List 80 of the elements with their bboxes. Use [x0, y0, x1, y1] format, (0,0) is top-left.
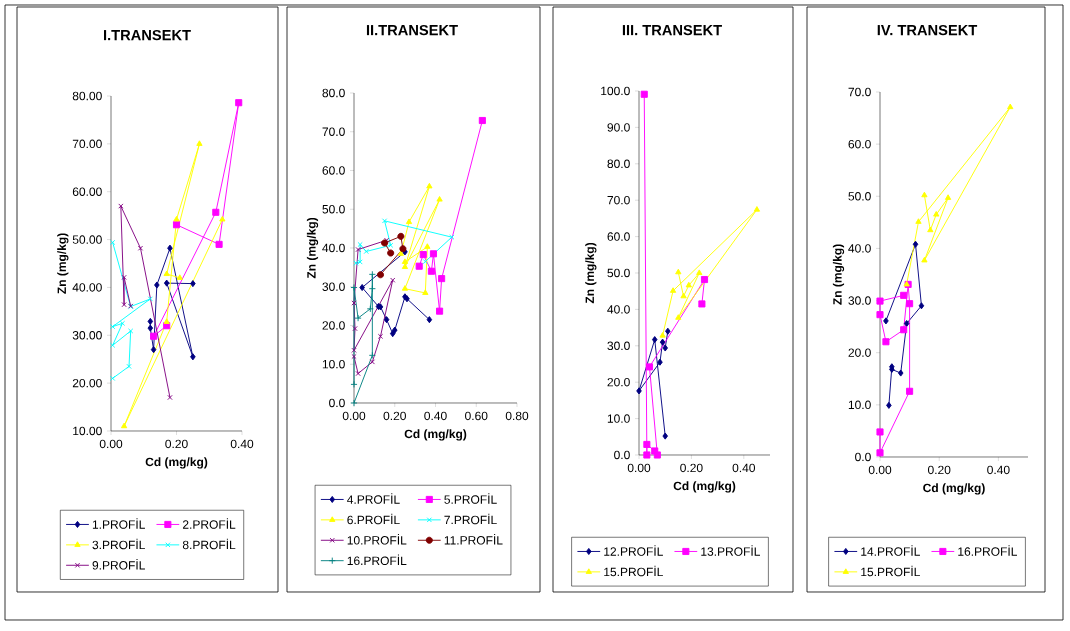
legend-label: 4.PROFİL — [347, 493, 400, 504]
y-tick-label: 70.00 — [72, 139, 102, 149]
chart-title: I.TRANSEKT — [103, 29, 191, 41]
x-tick-label: 0.20 — [680, 463, 703, 473]
legend-label: 9.PROFİL — [92, 559, 145, 570]
legend-label: 3.PROFİL — [92, 538, 145, 550]
y-tick-label: 50.00 — [72, 235, 102, 244]
y-tick-label: 100.0 — [601, 86, 630, 96]
y-axis-title: Zn (mg/kg) — [306, 217, 319, 279]
x-tick-label: 0.40 — [230, 439, 254, 449]
y-tick-label: 60.00 — [72, 187, 102, 196]
y-axis-title: Zn (mg/kg) — [585, 242, 597, 304]
chart-title: IV. TRANSEKT — [877, 24, 978, 36]
x-tick-label: 0.40 — [424, 411, 447, 421]
y-tick-label: 0.0 — [855, 452, 871, 462]
legend-label: 6.PROFİL — [347, 513, 400, 525]
y-tick-label: 40.0 — [848, 244, 871, 253]
y-tick-label: 60.0 — [322, 166, 345, 175]
y-tick-label: 30.0 — [607, 341, 630, 351]
y-tick-label: 30.0 — [848, 296, 871, 305]
x-axis-title: Cd (mg/kg) — [404, 429, 467, 441]
x-tick-label: 0.80 — [505, 411, 529, 421]
y-tick-label: 80.0 — [607, 159, 630, 169]
y-tick-label: 20.0 — [607, 377, 630, 387]
legend-label: 15.PROFİL — [861, 565, 920, 577]
y-tick-label: 90.0 — [607, 123, 630, 132]
y-tick-label: 80.0 — [322, 88, 345, 98]
y-tick-label: 30.0 — [322, 282, 345, 291]
x-axis-title: Cd (mg/kg) — [673, 481, 736, 493]
y-tick-label: 50.0 — [848, 192, 871, 201]
legend-label: 15.PROFİL — [604, 565, 663, 577]
y-tick-label: 70.0 — [607, 195, 630, 205]
legend-label: 8.PROFİL — [182, 538, 236, 550]
chart-title: II.TRANSEKT — [366, 24, 458, 36]
y-tick-label: 10.0 — [848, 400, 871, 410]
x-tick-label: 0.00 — [627, 463, 651, 473]
legend-label: 1.PROFİL — [92, 518, 145, 529]
legend-label: 13.PROFİL — [701, 545, 760, 556]
x-tick-label: 0.20 — [383, 411, 406, 421]
y-tick-label: 20.00 — [72, 378, 102, 388]
legend-label: 12.PROFİL — [604, 545, 663, 556]
x-tick-label: 0.20 — [927, 465, 951, 475]
legend-label: 5.PROFİL — [444, 493, 497, 504]
x-tick-label: 0.40 — [987, 465, 1010, 475]
y-axis-title: Zn (mg/kg) — [832, 244, 845, 305]
y-tick-label: 40.0 — [607, 305, 630, 314]
x-tick-label: 0.00 — [99, 439, 123, 449]
x-tick-label: 0.20 — [165, 439, 188, 449]
x-tick-label: 0.00 — [868, 465, 892, 475]
legend-label: 7.PROFİL — [444, 513, 497, 525]
y-axis-title: Zn (mg/kg) — [57, 233, 69, 294]
legend-label: 10.PROFİL — [347, 534, 407, 545]
y-tick-label: 60.0 — [848, 139, 871, 149]
x-axis-title: Cd (mg/kg) — [923, 483, 985, 495]
y-tick-label: 40.0 — [322, 243, 345, 253]
y-tick-label: 0.0 — [329, 398, 345, 408]
y-tick-label: 0.0 — [614, 450, 630, 460]
y-tick-label: 10.0 — [607, 414, 630, 423]
y-tick-label: 80.00 — [72, 91, 102, 101]
y-tick-label: 10.0 — [322, 359, 345, 369]
y-tick-label: 50.0 — [322, 204, 345, 214]
y-tick-label: 70.0 — [848, 87, 871, 97]
y-tick-label: 40.00 — [72, 283, 102, 292]
x-tick-label: 0.00 — [342, 411, 366, 421]
y-tick-label: 10.00 — [73, 426, 102, 436]
x-tick-label: 0.60 — [465, 411, 488, 421]
y-tick-label: 30.00 — [72, 331, 102, 340]
x-tick-label: 0.40 — [732, 463, 756, 473]
legend-label: 16.PROFİL — [347, 554, 407, 566]
x-axis-title: Cd (mg/kg) — [145, 457, 208, 469]
legend-label: 2.PROFİL — [182, 518, 236, 529]
y-tick-label: 20.0 — [322, 321, 345, 330]
y-tick-label: 50.0 — [607, 268, 630, 278]
legend-label: 16.PROFİL — [958, 545, 1017, 556]
y-tick-label: 70.0 — [322, 127, 345, 136]
legend-label: 11.PROFİL — [444, 534, 503, 545]
y-tick-label: 20.0 — [848, 348, 871, 357]
y-tick-label: 60.0 — [607, 232, 630, 241]
chart-title: III. TRANSEKT — [622, 24, 722, 36]
legend-label: 14.PROFİL — [861, 545, 920, 556]
